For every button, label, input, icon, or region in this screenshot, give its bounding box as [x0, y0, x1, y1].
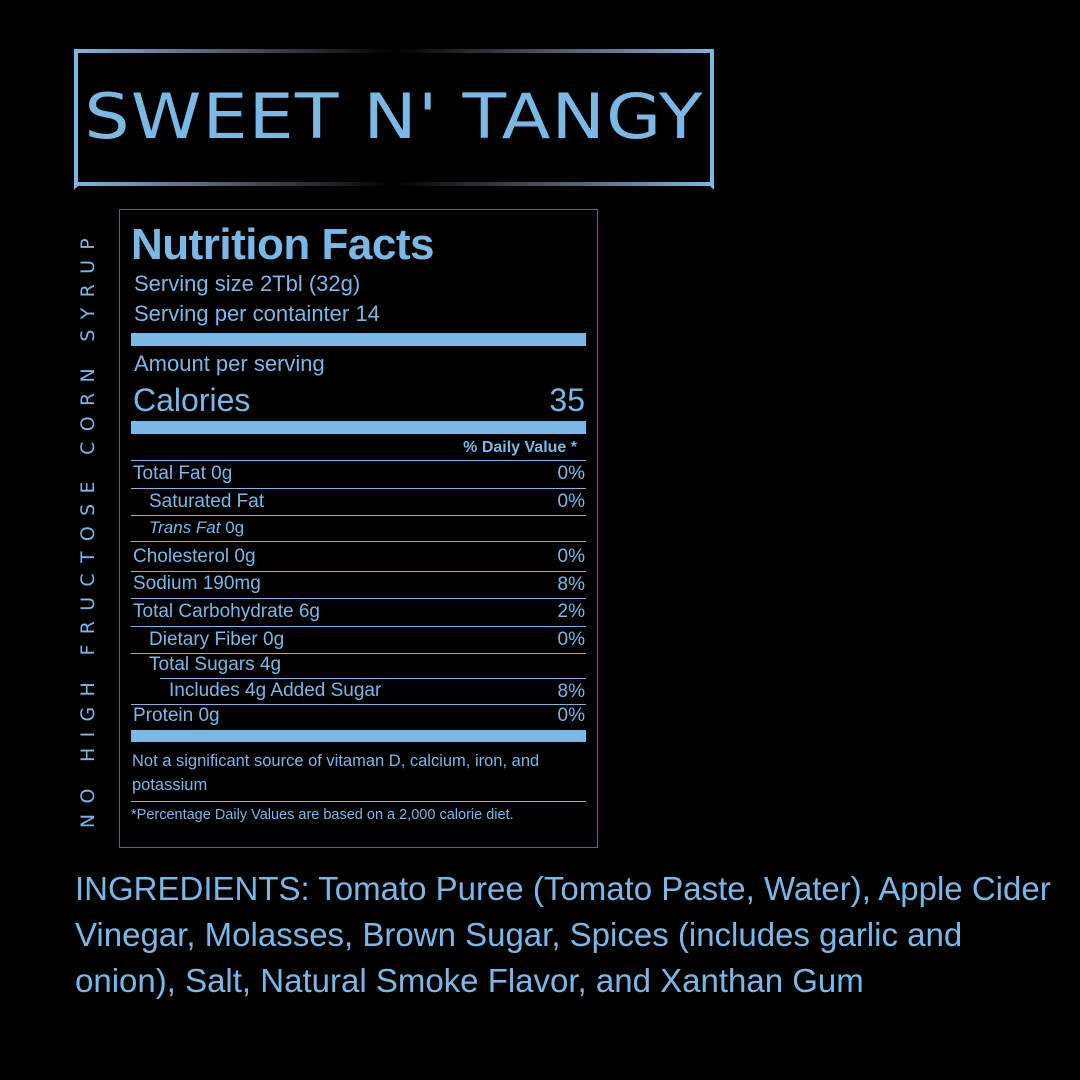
row-cholesterol: Cholesterol 0g [133, 546, 256, 567]
thick-divider [131, 333, 586, 346]
dv-total-fat: 0% [557, 463, 585, 484]
divider [131, 598, 586, 599]
row-dietary-fiber: Dietary Fiber 0g [149, 629, 285, 650]
row-total-carbohydrate: Total Carbohydrate 6g [133, 601, 320, 622]
divider [131, 515, 586, 516]
trans-fat-amount: 0g [220, 518, 245, 537]
divider [131, 626, 586, 627]
title-frame-top [74, 49, 714, 53]
thick-divider [131, 421, 586, 434]
trans-fat-label: Trans Fat [149, 518, 221, 537]
row-total-sugars: Total Sugars 4g [149, 654, 282, 675]
thick-divider [131, 730, 586, 742]
divider [131, 801, 586, 802]
divider [131, 488, 586, 489]
title-frame [74, 49, 714, 190]
serving-size: Serving size 2Tbl (32g) [134, 271, 361, 296]
daily-value-header: % Daily Value * [463, 439, 577, 456]
nutrition-heading: Nutrition Facts [131, 220, 434, 269]
row-sodium: Sodium 190mg [133, 573, 261, 594]
row-trans-fat: Trans Fat 0g [149, 518, 244, 538]
amount-per-serving: Amount per serving [134, 351, 325, 376]
divider [131, 460, 586, 461]
calories-label: Calories [133, 382, 251, 418]
divider [131, 541, 586, 542]
ingredients-text: INGREDIENTS: Tomato Puree (Tomato Paste,… [75, 870, 1051, 999]
dv-added-sugar: 8% [557, 681, 585, 702]
dv-protein: 0% [557, 705, 585, 726]
servings-per-container: Serving per containter 14 [134, 301, 380, 326]
divider [160, 678, 586, 679]
row-total-fat: Total Fat 0g [133, 463, 233, 484]
vitamin-note: Not a significant source of vitaman D, c… [132, 752, 540, 794]
side-claim: NO HIGH FRUCTOSE CORN SYRUP [77, 227, 99, 829]
title-frame-bottom [74, 182, 714, 186]
row-saturated-fat: Saturated Fat [149, 491, 265, 512]
product-title: SWEET N' TANGY [84, 80, 704, 153]
daily-value-footnote: *Percentage Daily Values are based on a … [131, 807, 514, 823]
divider [131, 704, 586, 705]
row-added-sugar: Includes 4g Added Sugar [169, 680, 382, 701]
row-protein: Protein 0g [133, 705, 220, 726]
divider [131, 571, 586, 572]
dv-cholesterol: 0% [557, 546, 585, 567]
divider [131, 653, 586, 654]
dv-total-carbohydrate: 2% [557, 601, 585, 622]
dv-saturated-fat: 0% [557, 491, 585, 512]
dv-sodium: 8% [557, 574, 585, 595]
nutrition-facts-panel: Nutrition Facts Serving size 2Tbl (32g) … [119, 209, 598, 848]
calories-value: 35 [549, 382, 585, 418]
dv-dietary-fiber: 0% [557, 629, 585, 650]
